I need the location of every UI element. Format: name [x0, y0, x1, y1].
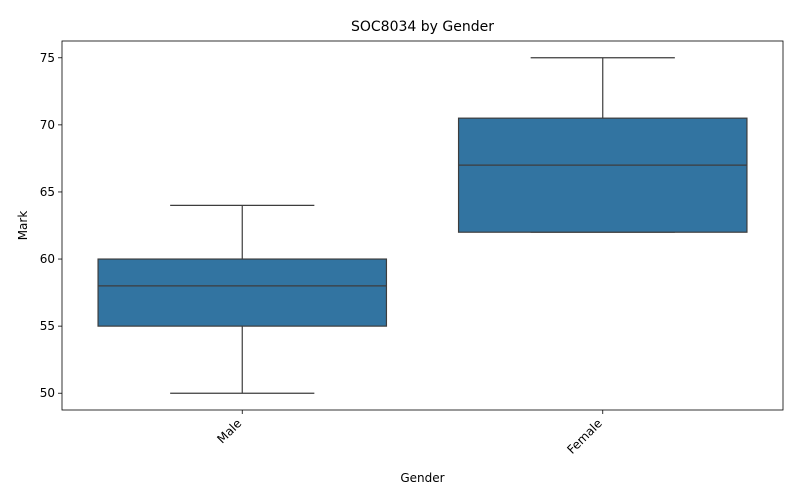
box-series — [97, 57, 748, 394]
iqr-box — [97, 258, 388, 327]
y-tick-label: 75 — [40, 51, 55, 65]
chart-title: SOC8034 by Gender — [351, 19, 494, 35]
box-male — [97, 204, 388, 394]
y-tick-label: 70 — [40, 118, 55, 132]
y-tick-label: 60 — [40, 252, 55, 266]
y-axis-label: Mark — [16, 211, 30, 241]
y-tick-label: 55 — [40, 319, 55, 333]
x-tick-label: Female — [564, 416, 605, 457]
x-tick-label: Male — [214, 416, 244, 446]
plot-area-frame — [61, 40, 784, 411]
iqr-box — [457, 117, 748, 233]
y-tick-label: 50 — [40, 386, 55, 400]
x-axis-label: Gender — [400, 471, 444, 485]
x-axis-ticks: Male Female — [214, 410, 605, 457]
y-axis-ticks: 50 55 60 65 70 75 — [40, 51, 62, 400]
y-tick-label: 65 — [40, 185, 55, 199]
box-female — [457, 57, 748, 233]
